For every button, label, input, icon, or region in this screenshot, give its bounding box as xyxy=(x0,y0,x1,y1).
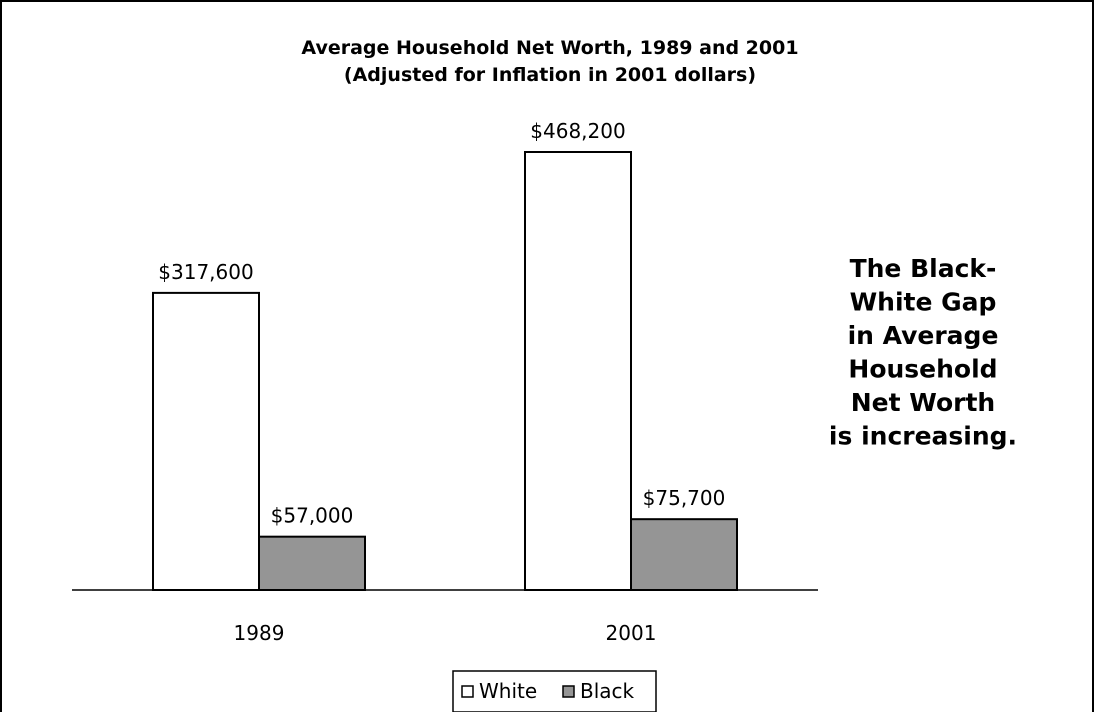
value-label-black-2001: $75,700 xyxy=(643,486,726,510)
value-labels-group: $317,600 $57,000 $468,200 $75,700 xyxy=(158,119,725,528)
legend-swatch-black xyxy=(562,685,575,698)
x-tick-label-1989: 1989 xyxy=(234,621,285,645)
legend-box xyxy=(452,670,657,713)
gap-annotation: The Black- White Gap in Average Household Ne… xyxy=(829,254,1017,451)
bar-white-1989 xyxy=(152,291,260,591)
annotation-line-3: in Average xyxy=(848,321,999,350)
annotation-line-4: Household xyxy=(848,355,997,384)
bar-white-2001 xyxy=(524,151,632,591)
legend-label-white: White xyxy=(479,679,537,703)
annotation-line-1: The Black- xyxy=(850,254,997,283)
bar-black-2001 xyxy=(630,518,738,591)
x-tick-labels: 1989 2001 xyxy=(234,621,657,645)
x-tick-label-2001: 2001 xyxy=(606,621,657,645)
bars-group xyxy=(152,151,738,591)
legend-label-black: Black xyxy=(580,679,635,703)
bar-black-1989 xyxy=(258,535,366,591)
legend-swatch-white xyxy=(461,685,474,698)
chart-title: Average Household Net Worth, 1989 and 20… xyxy=(301,37,798,59)
chart-subtitle: (Adjusted for Inflation in 2001 dollars) xyxy=(344,64,756,86)
legend: White Black xyxy=(452,670,657,713)
value-label-white-2001: $468,200 xyxy=(530,119,625,143)
annotation-line-6: is increasing. xyxy=(829,422,1017,451)
annotation-line-2: White Gap xyxy=(850,288,997,317)
value-label-white-1989: $317,600 xyxy=(158,260,253,284)
value-label-black-1989: $57,000 xyxy=(271,504,354,528)
annotation-line-5: Net Worth xyxy=(851,388,995,417)
